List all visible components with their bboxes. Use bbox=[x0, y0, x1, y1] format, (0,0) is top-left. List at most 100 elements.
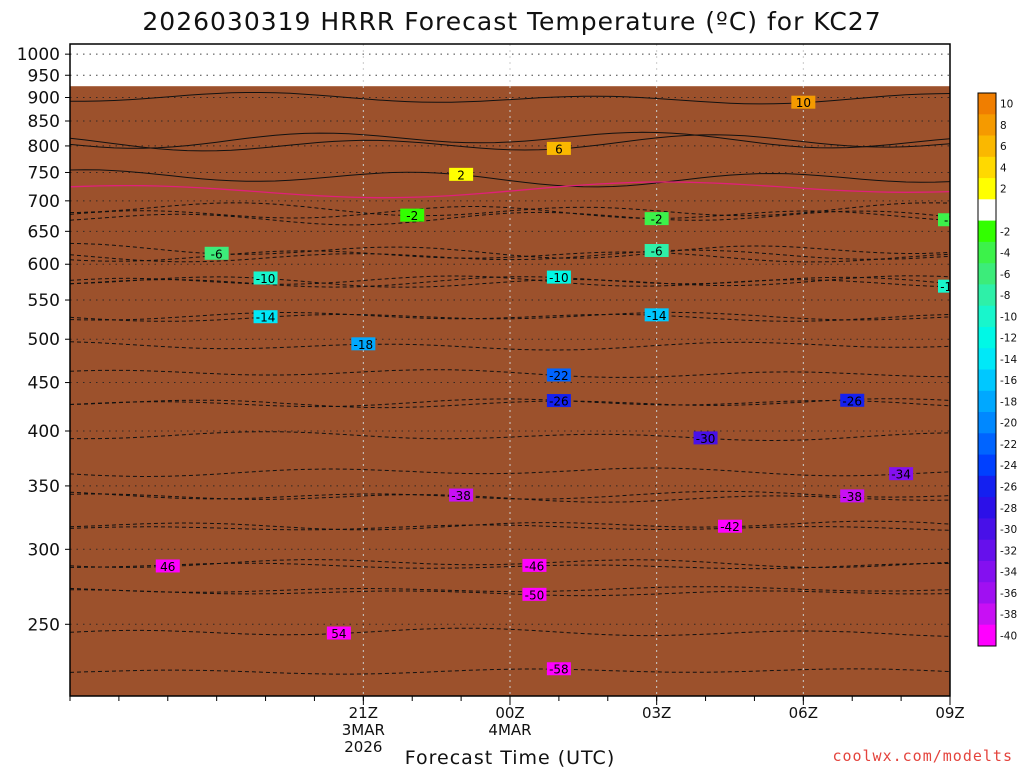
colorbar-swatch bbox=[978, 369, 996, 392]
pressure-tick-label: 500 bbox=[28, 330, 60, 350]
colorbar-label: -10 bbox=[1000, 311, 1017, 323]
contour-label: -58 bbox=[549, 663, 569, 677]
colorbar-swatch bbox=[978, 475, 996, 498]
x-axis-label: Forecast Time (UTC) bbox=[405, 747, 615, 768]
contour-label: 46 bbox=[160, 560, 175, 574]
colorbar-label: 6 bbox=[1000, 141, 1007, 153]
contour-label: -2 bbox=[651, 213, 663, 227]
contour-label: -18 bbox=[354, 338, 374, 352]
colorbar-label: -8 bbox=[1000, 290, 1010, 302]
contour-label: -2 bbox=[944, 214, 956, 228]
colorbar-swatch bbox=[978, 518, 996, 541]
pressure-tick-label: 600 bbox=[28, 255, 60, 275]
contour-label: -2 bbox=[406, 209, 418, 223]
contour-label: -10 bbox=[549, 271, 569, 285]
time-tick-label: 00Z bbox=[495, 704, 524, 722]
contour-line bbox=[70, 134, 950, 152]
contour-label: -6 bbox=[651, 245, 663, 259]
pressure-tick-label: 300 bbox=[28, 540, 60, 560]
pressure-tick-label: 950 bbox=[28, 66, 60, 86]
colorbar-swatch bbox=[978, 603, 996, 626]
colorbar-swatch bbox=[978, 412, 996, 434]
colorbar-label: -36 bbox=[1000, 588, 1017, 600]
contour-line bbox=[70, 131, 950, 149]
pressure-tick-label: 400 bbox=[28, 422, 60, 442]
colorbar-swatch bbox=[978, 560, 996, 583]
colorbar-label: -32 bbox=[1000, 545, 1017, 557]
colorbar-swatch bbox=[978, 284, 996, 307]
contour-label: -34 bbox=[891, 468, 911, 482]
contour-label: -14 bbox=[647, 309, 667, 323]
time-axis: 21Z3MAR202600Z4MAR03Z06Z09Z12Z bbox=[69, 696, 965, 756]
time-tick-label: 06Z bbox=[789, 704, 818, 722]
time-tick-label: 03Z bbox=[642, 704, 671, 722]
contour-label: -50 bbox=[525, 588, 545, 602]
time-tick-label: 09Z bbox=[935, 704, 964, 722]
colorbar-label: -12 bbox=[1000, 333, 1017, 345]
pressure-tick-label: 850 bbox=[28, 112, 60, 132]
colorbar-swatch bbox=[978, 305, 996, 328]
colorbar-swatch bbox=[978, 624, 996, 647]
colorbar-swatch bbox=[978, 241, 996, 264]
colorbar-swatch bbox=[978, 582, 996, 604]
contour-labels: -5854-50-5046-46-42-42-38-38-34-30-26-26… bbox=[155, 95, 956, 677]
pressure-tick-label: 350 bbox=[28, 477, 60, 497]
colorbar-frame bbox=[977, 92, 997, 647]
colorbar-swatch bbox=[978, 156, 996, 179]
contour-label: 6 bbox=[555, 142, 563, 156]
colorbar-swatch bbox=[978, 263, 996, 285]
colorbar-swatch bbox=[978, 199, 996, 222]
contour-label: 54 bbox=[331, 627, 346, 641]
contour-label: 10 bbox=[796, 96, 811, 110]
contour-label: -14 bbox=[256, 311, 276, 325]
pressure-tick-label: 250 bbox=[28, 615, 60, 635]
colorbar-swatch bbox=[978, 178, 996, 200]
source-credit[interactable]: coolwx.com/modelts bbox=[832, 747, 1013, 765]
colorbar-label: 4 bbox=[1000, 162, 1007, 174]
colorbar-label: -28 bbox=[1000, 503, 1017, 515]
colorbar-label: -2 bbox=[1000, 226, 1010, 238]
colorbar-swatch bbox=[978, 390, 996, 413]
colorbar-swatch bbox=[978, 454, 996, 477]
colorbar-label: -16 bbox=[1000, 375, 1017, 387]
contour-label: -6 bbox=[211, 247, 223, 261]
time-tick-label: 2026 bbox=[344, 738, 382, 756]
pressure-tick-label: 750 bbox=[28, 163, 60, 183]
colorbar-swatch bbox=[978, 93, 996, 115]
pressure-tick-label: 700 bbox=[28, 192, 60, 212]
contour-label: 2 bbox=[457, 168, 465, 182]
time-tick-label: 3MAR bbox=[342, 721, 385, 739]
contour-line bbox=[70, 210, 950, 226]
contour-label: -26 bbox=[549, 395, 569, 409]
colorbar-label: -6 bbox=[1000, 269, 1011, 281]
contour-label: -22 bbox=[549, 369, 569, 383]
time-tick-label: 21Z bbox=[349, 704, 378, 722]
pressure-axis: 250 300 350 400 450 500 550 600 650 700 750 800 850 9… bbox=[17, 45, 70, 635]
time-tick-label: 4MAR bbox=[488, 721, 531, 739]
pressure-tick-label: 650 bbox=[28, 222, 60, 242]
contour-label: -38 bbox=[842, 490, 862, 504]
colorbar-label: -38 bbox=[1000, 609, 1017, 621]
contour-label: -26 bbox=[842, 394, 862, 408]
colorbar-label: -4 bbox=[1000, 248, 1011, 260]
colorbar-swatch bbox=[978, 327, 996, 349]
colorbar-label: 2 bbox=[1000, 184, 1007, 196]
colorbar-label: -34 bbox=[1000, 567, 1017, 579]
grid-lines bbox=[70, 44, 950, 696]
contour-line bbox=[70, 169, 950, 188]
colorbar-swatch bbox=[978, 433, 996, 456]
colorbar-swatch bbox=[978, 348, 996, 370]
contour-label: -42 bbox=[720, 520, 740, 534]
colorbar-swatch bbox=[978, 220, 996, 243]
pressure-tick-label: 1000 bbox=[17, 45, 60, 65]
colorbar-label: 10 bbox=[1000, 99, 1013, 111]
freezing-line bbox=[70, 181, 950, 199]
contour-label: -30 bbox=[696, 432, 716, 446]
colorbar-label: -24 bbox=[1000, 460, 1017, 472]
colorbar-swatch bbox=[978, 114, 996, 137]
colorbar-swatch bbox=[978, 539, 996, 562]
chart-title: 2026030319 HRRR Forecast Temperature (ºC… bbox=[142, 7, 881, 36]
colorbar-label: -22 bbox=[1000, 439, 1017, 451]
contour-label: -10 bbox=[256, 272, 276, 286]
